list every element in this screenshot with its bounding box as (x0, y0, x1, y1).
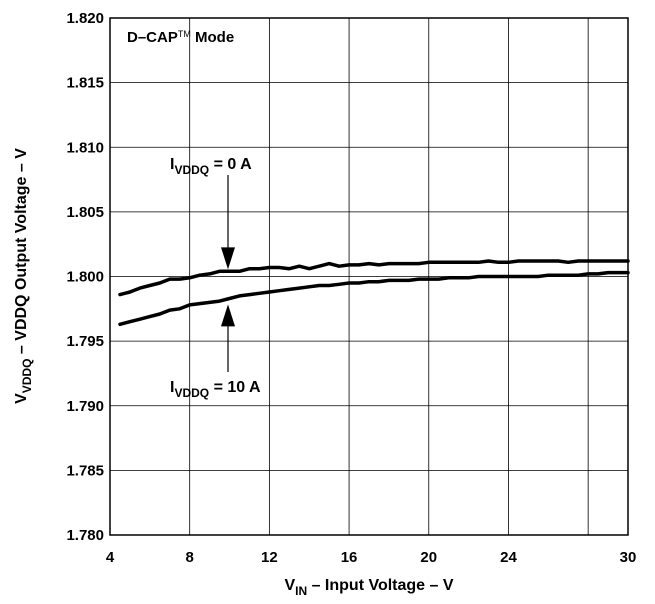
series-group (118, 259, 630, 327)
y-tick-label: 1.780 (66, 527, 104, 544)
y-tick-label: 1.785 (66, 462, 104, 479)
x-tick-labels: 4 8 12 16 20 24 30 (106, 549, 637, 566)
y-tick-label: 1.820 (66, 10, 104, 27)
x-tick-label: 12 (261, 549, 278, 566)
y-tick-labels: 1.780 1.785 1.790 1.795 1.800 1.805 1.810 1.815… (66, 10, 104, 544)
y-tick-label: 1.815 (66, 75, 104, 92)
x-axis-title: VIN – Input Voltage – V (284, 577, 453, 598)
series-line-1 (118, 270, 630, 327)
x-tick-label: 4 (106, 549, 115, 566)
plot-frame (109, 17, 629, 536)
y-axis-title: VVDDQ – VDDQ Output Voltage – V (13, 148, 34, 404)
y-tick-label: 1.800 (66, 269, 104, 286)
arrow-10a-head (221, 304, 235, 327)
x-tick-label: 30 (620, 549, 637, 566)
mode-label: D–CAPTM Mode (127, 29, 234, 46)
y-tick-label: 1.795 (66, 333, 104, 350)
arrow-0a-head (221, 247, 235, 270)
annotation-arrows (221, 175, 235, 372)
series-label-10a: IVDDQ = 10 A (170, 379, 261, 400)
y-tick-label: 1.810 (66, 139, 104, 156)
x-tick-label: 24 (500, 549, 517, 566)
x-tick-label: 8 (186, 549, 194, 566)
series-label-0a: IVDDQ = 0 A (170, 156, 252, 177)
y-tick-label: 1.790 (66, 398, 104, 415)
y-tick-label: 1.805 (66, 204, 104, 221)
series-line-0 (118, 259, 630, 297)
x-tick-label: 20 (420, 549, 437, 566)
x-tick-label: 16 (341, 549, 358, 566)
